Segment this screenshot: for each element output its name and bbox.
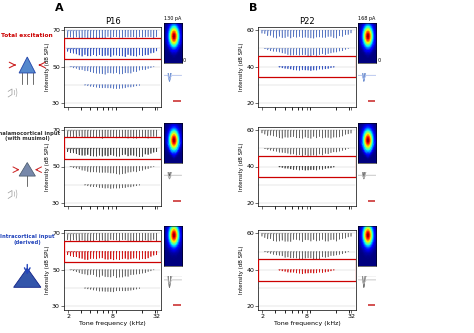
Text: B: B	[249, 3, 257, 13]
Y-axis label: Intensity (dB SPL): Intensity (dB SPL)	[239, 245, 244, 294]
Y-axis label: Intensity (dB SPL): Intensity (dB SPL)	[45, 142, 50, 191]
Bar	[258, 56, 356, 78]
Bar	[258, 156, 356, 177]
Text: 0: 0	[377, 58, 381, 63]
Bar	[64, 38, 161, 59]
Text: A: A	[55, 3, 63, 13]
Title: P16: P16	[105, 17, 120, 26]
Bar	[258, 259, 356, 281]
Text: 0: 0	[183, 58, 186, 63]
Text: Total excitation: Total excitation	[1, 33, 53, 38]
Y-axis label: Intensity (dB SPL): Intensity (dB SPL)	[239, 42, 244, 91]
Text: 130 pA: 130 pA	[164, 16, 181, 21]
Text: Intracortical input
(derived): Intracortical input (derived)	[0, 234, 55, 244]
Y-axis label: Intensity (dB SPL): Intensity (dB SPL)	[239, 142, 244, 191]
Polygon shape	[14, 268, 41, 287]
Title: P22: P22	[299, 17, 315, 26]
Text: 168 pA: 168 pA	[358, 16, 375, 21]
Polygon shape	[19, 57, 36, 73]
Y-axis label: Intensity (dB SPL): Intensity (dB SPL)	[45, 42, 50, 91]
Polygon shape	[19, 163, 36, 176]
Bar	[64, 241, 161, 262]
Y-axis label: Intensity (dB SPL): Intensity (dB SPL)	[45, 245, 50, 294]
Text: Thalamocortical input
(with musimol): Thalamocortical input (with musimol)	[0, 131, 60, 141]
X-axis label: Tone frequency (kHz): Tone frequency (kHz)	[273, 321, 340, 326]
X-axis label: Tone frequency (kHz): Tone frequency (kHz)	[79, 321, 146, 326]
Bar	[64, 138, 161, 159]
